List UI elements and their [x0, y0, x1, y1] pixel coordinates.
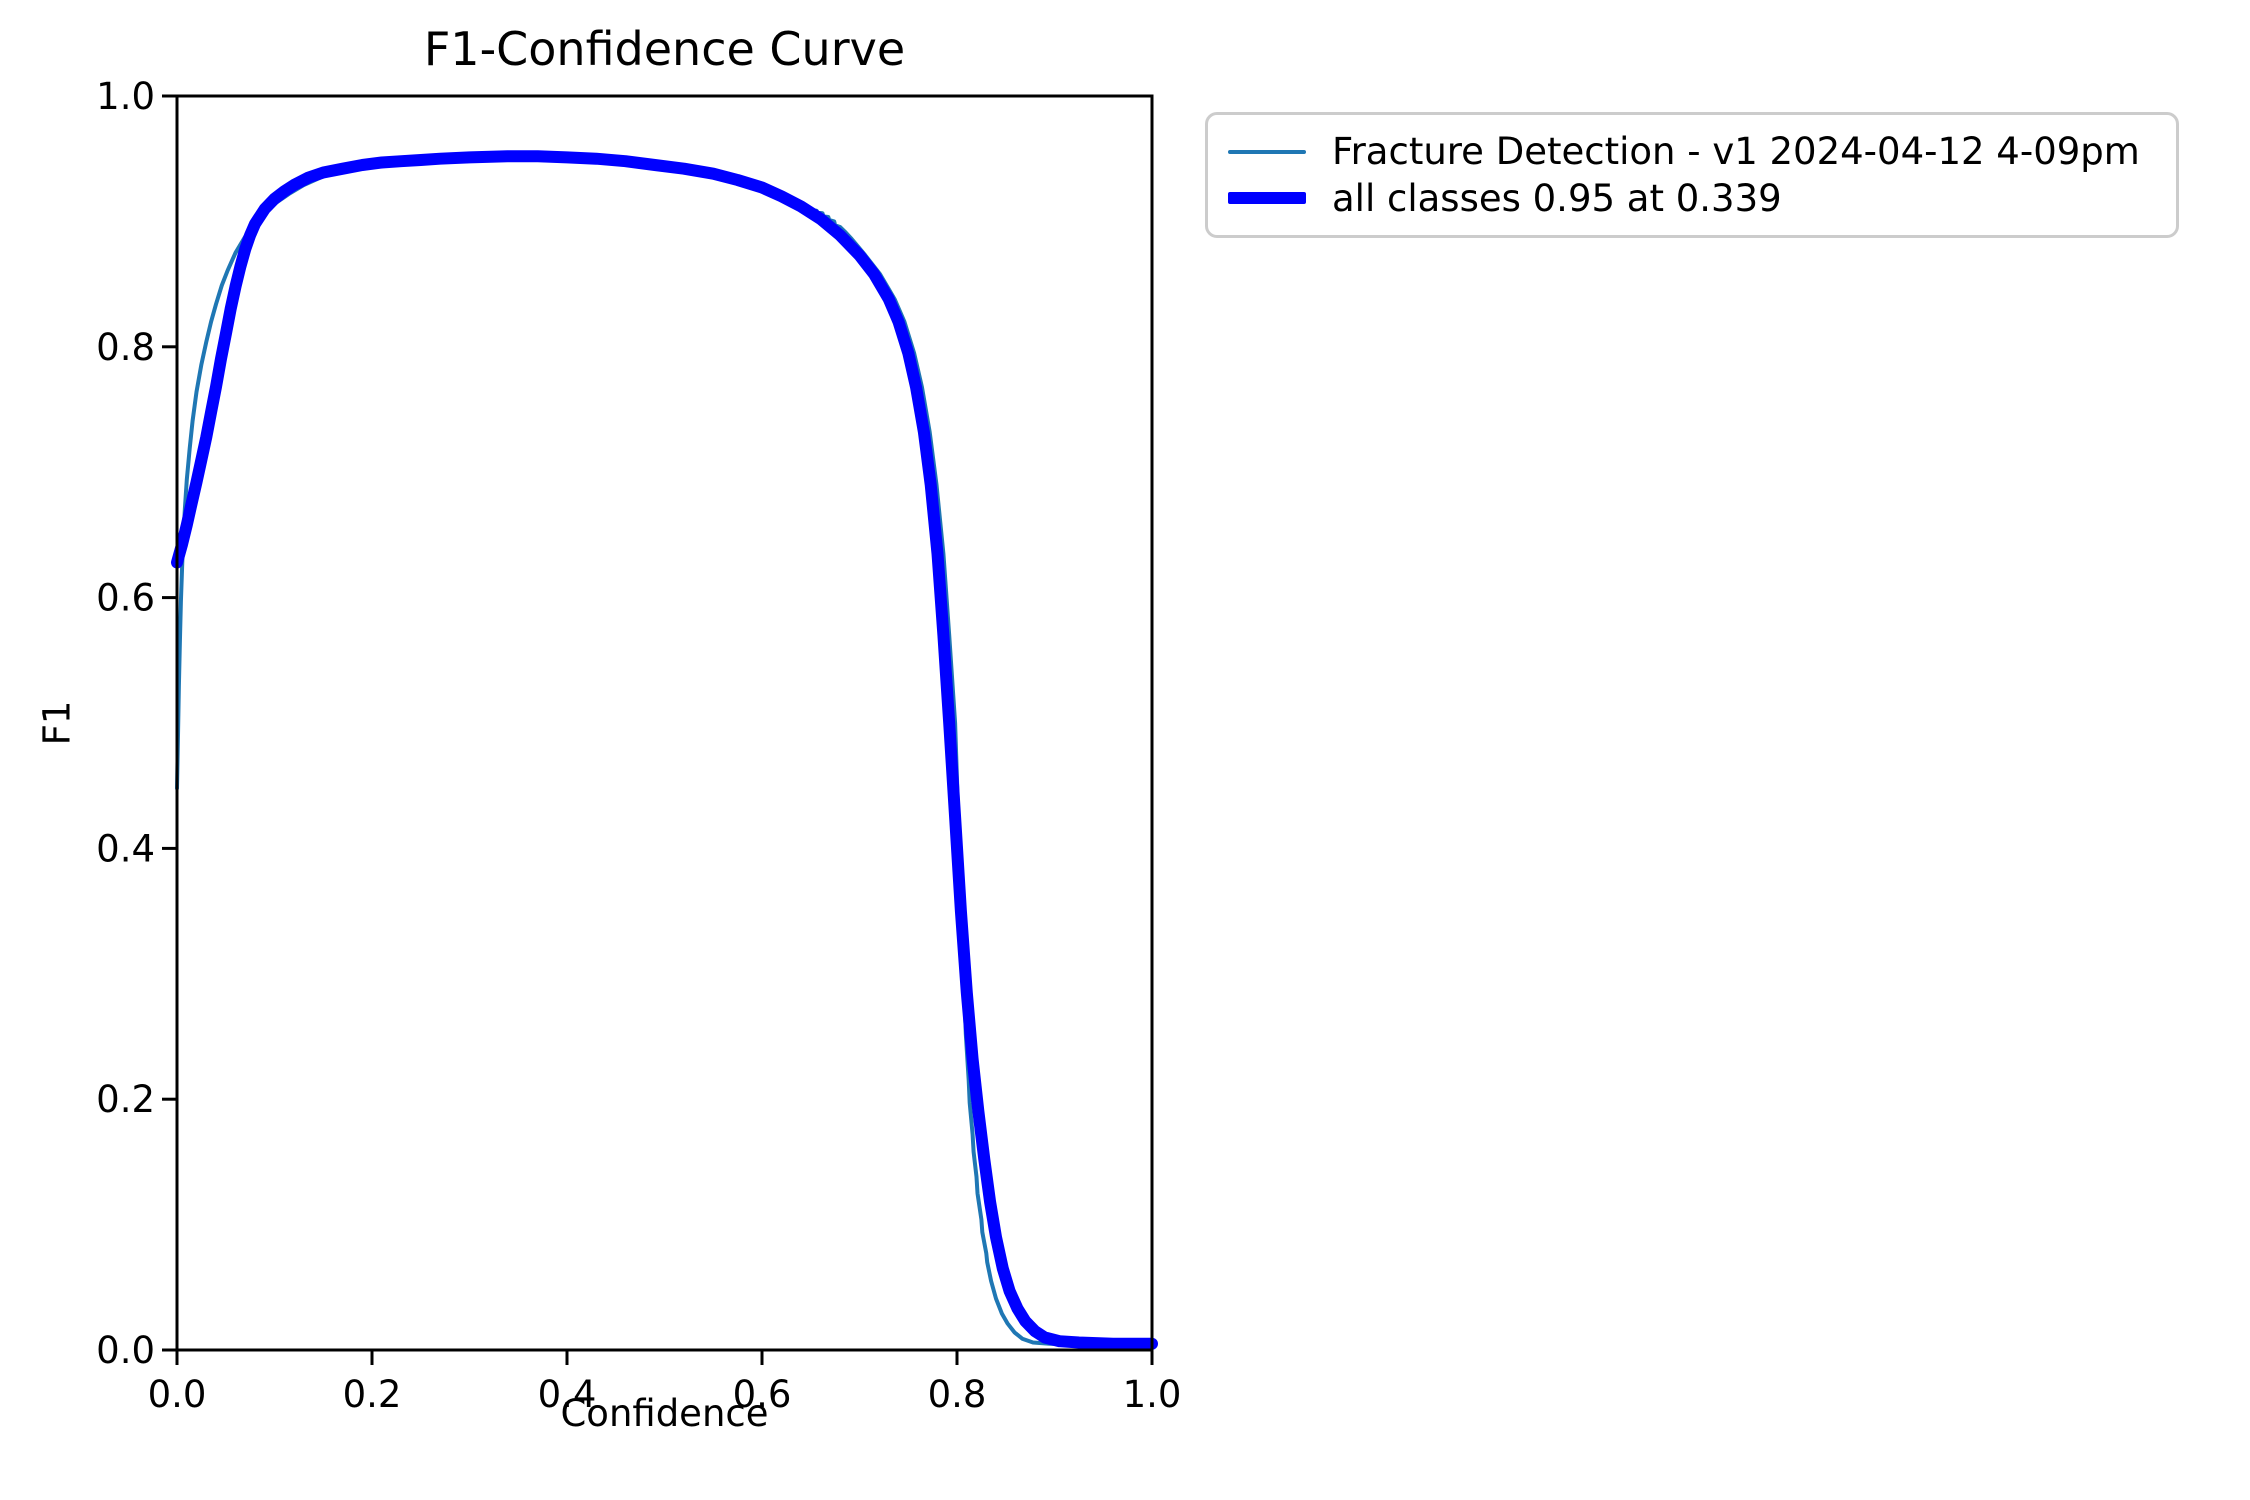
y-axis-label: F1	[35, 700, 79, 746]
y-tick-label: 0.2	[96, 1078, 155, 1121]
chart-title: F1-Confidence Curve	[423, 22, 906, 76]
axes-spines	[175, 94, 1154, 1352]
x-tick-label: 0.2	[343, 1373, 402, 1416]
legend-label: all classes 0.95 at 0.339	[1332, 176, 1782, 220]
y-tick-label: 0.6	[96, 577, 155, 620]
x-tick-label: 0.4	[538, 1373, 597, 1416]
axes-tick-labels: 0.0 0.2 0.4 0.6 0.8 1.0 0.0 0.2 0.4 0.6 0.8 1.0	[96, 75, 1181, 1416]
x-axis-label: Confidence	[560, 1392, 769, 1435]
legend-line-swatch	[1228, 192, 1306, 205]
curve-per-class	[175, 155, 1154, 1347]
legend-item: Fracture Detection - v1 2024-04-12 4-09p…	[1228, 130, 2156, 173]
curves	[171, 150, 1158, 1350]
legend-label: Fracture Detection - v1 2024-04-12 4-09p…	[1332, 130, 2140, 174]
x-tick-label: 0.0	[148, 1373, 207, 1416]
legend-item: all classes 0.95 at 0.339	[1228, 177, 2156, 220]
x-tick-label: 1.0	[1123, 1373, 1182, 1416]
y-tick-label: 0.8	[96, 326, 155, 369]
plot-frame	[175, 94, 1154, 1352]
y-tick-label: 0.4	[96, 827, 155, 870]
x-tick-label: 0.6	[733, 1373, 792, 1416]
axes-ticks	[162, 94, 1154, 1365]
legend-line-swatch	[1228, 149, 1306, 154]
legend: Fracture Detection - v1 2024-04-12 4-09p…	[1205, 112, 2179, 238]
x-tick-label: 0.8	[928, 1373, 987, 1416]
y-tick-label: 1.0	[96, 75, 155, 118]
curve-all-classes	[171, 150, 1158, 1350]
y-tick-label: 0.0	[96, 1329, 155, 1372]
